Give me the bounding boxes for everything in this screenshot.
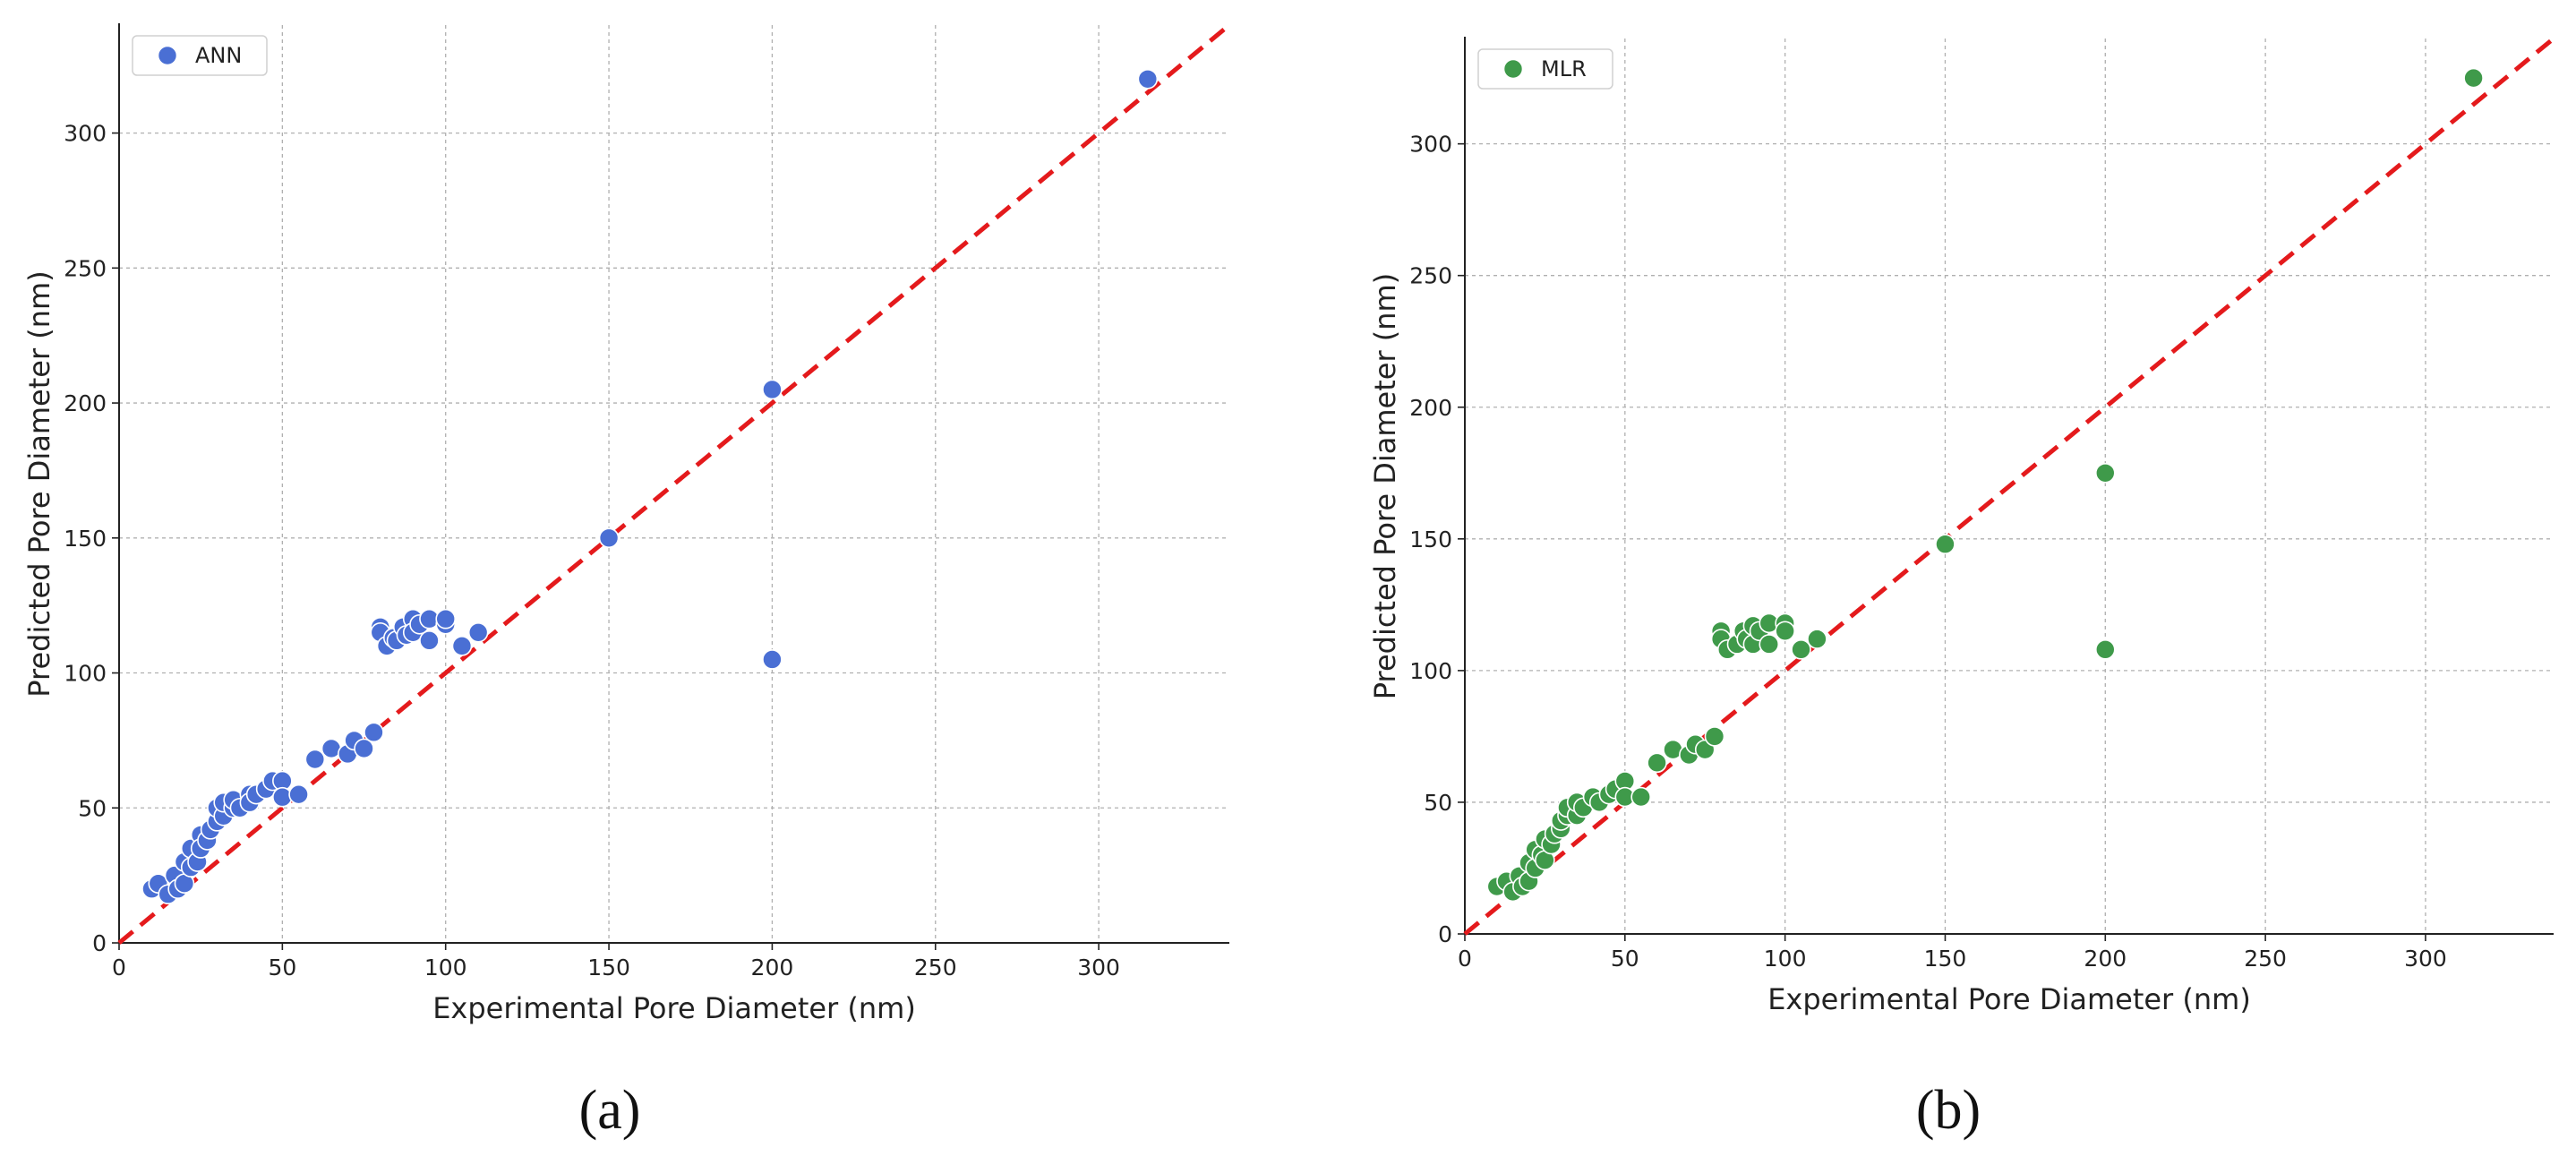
y-tick-label: 250 — [1409, 263, 1452, 289]
ann-data-point — [419, 630, 440, 651]
y-tick-label: 300 — [1409, 132, 1452, 158]
x-tick-label: 100 — [424, 955, 467, 980]
identity-reference-line — [117, 23, 1231, 945]
ann-data-point — [364, 722, 384, 743]
y-tick-label: 100 — [64, 661, 107, 687]
y-tick-label: 150 — [1409, 527, 1452, 552]
mlr-data-point — [1807, 629, 1827, 649]
mlr-data-point — [2094, 639, 2116, 660]
x-tick-label: 200 — [2084, 946, 2127, 972]
y-tick-label: 200 — [1409, 395, 1452, 421]
chart-a: 0 50 100 150 200 250 300 0 50 100 150 200 250 300 Expe… — [22, 23, 1231, 1025]
y-tick-label: 100 — [1409, 658, 1452, 684]
mlr-data-point — [1647, 752, 1667, 774]
x-axis-label: Experimental Pore Diameter (nm) — [1767, 982, 2251, 1016]
x-axis-label: Experimental Pore Diameter (nm) — [432, 991, 916, 1025]
mlr-data-point — [1704, 726, 1725, 747]
mlr-data-point — [1775, 621, 1795, 642]
y-axis-label: Predicted Pore Diameter (nm) — [1368, 273, 1402, 699]
ann-data-point — [1137, 68, 1159, 90]
x-tick-label: 0 — [112, 955, 126, 980]
x-tick-label: 50 — [1611, 946, 1639, 972]
x-tick-label: 50 — [268, 955, 296, 980]
mlr-data-point — [1935, 534, 1956, 555]
ann-data-point — [762, 649, 783, 670]
x-tick-label: 150 — [1924, 946, 1967, 972]
mlr-data-point — [1630, 786, 1652, 808]
x-tick-label: 0 — [1458, 946, 1472, 972]
ann-data-point — [288, 784, 309, 805]
mlr-data-point — [2463, 67, 2484, 89]
x-tick-label: 150 — [587, 955, 630, 980]
y-tick-label: 0 — [92, 930, 107, 956]
panel-b-label: (b) — [1916, 1080, 1981, 1141]
legend-label-ann: ANN — [195, 43, 242, 68]
ann-data-point — [304, 749, 326, 770]
ann-data-point — [762, 379, 783, 400]
y-tick-label: 50 — [1424, 790, 1452, 816]
mlr-data-point — [1791, 639, 1811, 660]
ann-data-point — [435, 608, 457, 629]
legend-label-mlr: MLR — [1541, 56, 1587, 81]
y-axis-label: Predicted Pore Diameter (nm) — [22, 270, 56, 697]
mlr-data-point — [1759, 634, 1780, 655]
chart-b: 0 50 100 150 200 250 300 0 50 100 150 200 250 300 Expe… — [1368, 37, 2555, 1016]
y-tick-label: 300 — [64, 121, 107, 147]
y-tick-label: 150 — [64, 526, 107, 552]
panel-a-label: (a) — [579, 1080, 641, 1141]
legend-marker-mlr — [1502, 58, 1524, 80]
y-tick-label: 50 — [78, 795, 107, 821]
x-tick-label: 300 — [2404, 946, 2447, 972]
y-tick-label: 250 — [64, 255, 107, 281]
x-tick-label: 300 — [1077, 955, 1120, 980]
x-tick-label: 250 — [2244, 946, 2287, 972]
x-tick-label: 200 — [751, 955, 794, 980]
legend-marker-ann — [157, 45, 178, 66]
ann-data-point — [354, 738, 374, 759]
ann-data-point — [467, 622, 489, 643]
ann-data-point — [598, 527, 620, 549]
x-tick-label: 100 — [1764, 946, 1807, 972]
ann-data-point — [451, 636, 473, 656]
y-tick-label: 200 — [64, 390, 107, 416]
x-tick-label: 250 — [914, 955, 957, 980]
y-tick-label: 0 — [1438, 921, 1452, 947]
mlr-data-point — [2094, 462, 2116, 484]
identity-reference-line — [1463, 37, 2555, 936]
